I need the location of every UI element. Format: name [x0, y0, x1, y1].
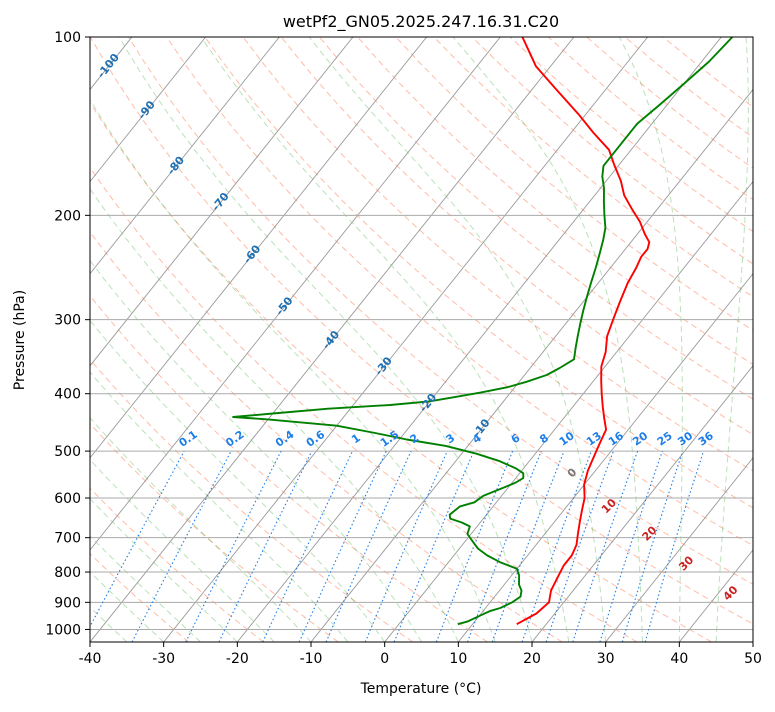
x-axis-label: Temperature (°C)	[360, 681, 482, 697]
x-tick-label: 10	[449, 651, 467, 667]
y-tick-label: 900	[54, 595, 81, 611]
x-tick-label: 0	[380, 651, 389, 667]
isotherm-line	[753, 37, 775, 642]
x-tick-label: -30	[152, 651, 175, 667]
x-tick-label: -10	[300, 651, 323, 667]
chart-title: wetPf2_GN05.2025.247.16.31.C20	[283, 12, 559, 32]
y-tick-label: 100	[54, 30, 81, 46]
x-tick-label: 40	[670, 651, 688, 667]
y-tick-label: 300	[54, 313, 81, 329]
plot-background	[90, 37, 753, 642]
x-tick-label: 20	[523, 651, 541, 667]
y-tick-label: 400	[54, 387, 81, 403]
x-tick-label: -20	[226, 651, 249, 667]
isotherm-line	[0, 37, 58, 642]
y-axis-label: Pressure (hPa)	[12, 290, 28, 390]
y-tick-label: 700	[54, 531, 81, 547]
x-tick-label: 30	[597, 651, 615, 667]
x-tick-label: -40	[79, 651, 102, 667]
y-tick-label: 1000	[45, 622, 81, 638]
x-tick-label: 50	[744, 651, 762, 667]
y-tick-label: 500	[54, 444, 81, 460]
y-tick-label: 800	[54, 565, 81, 581]
y-tick-label: 600	[54, 491, 81, 507]
y-tick-label: 200	[54, 208, 81, 224]
